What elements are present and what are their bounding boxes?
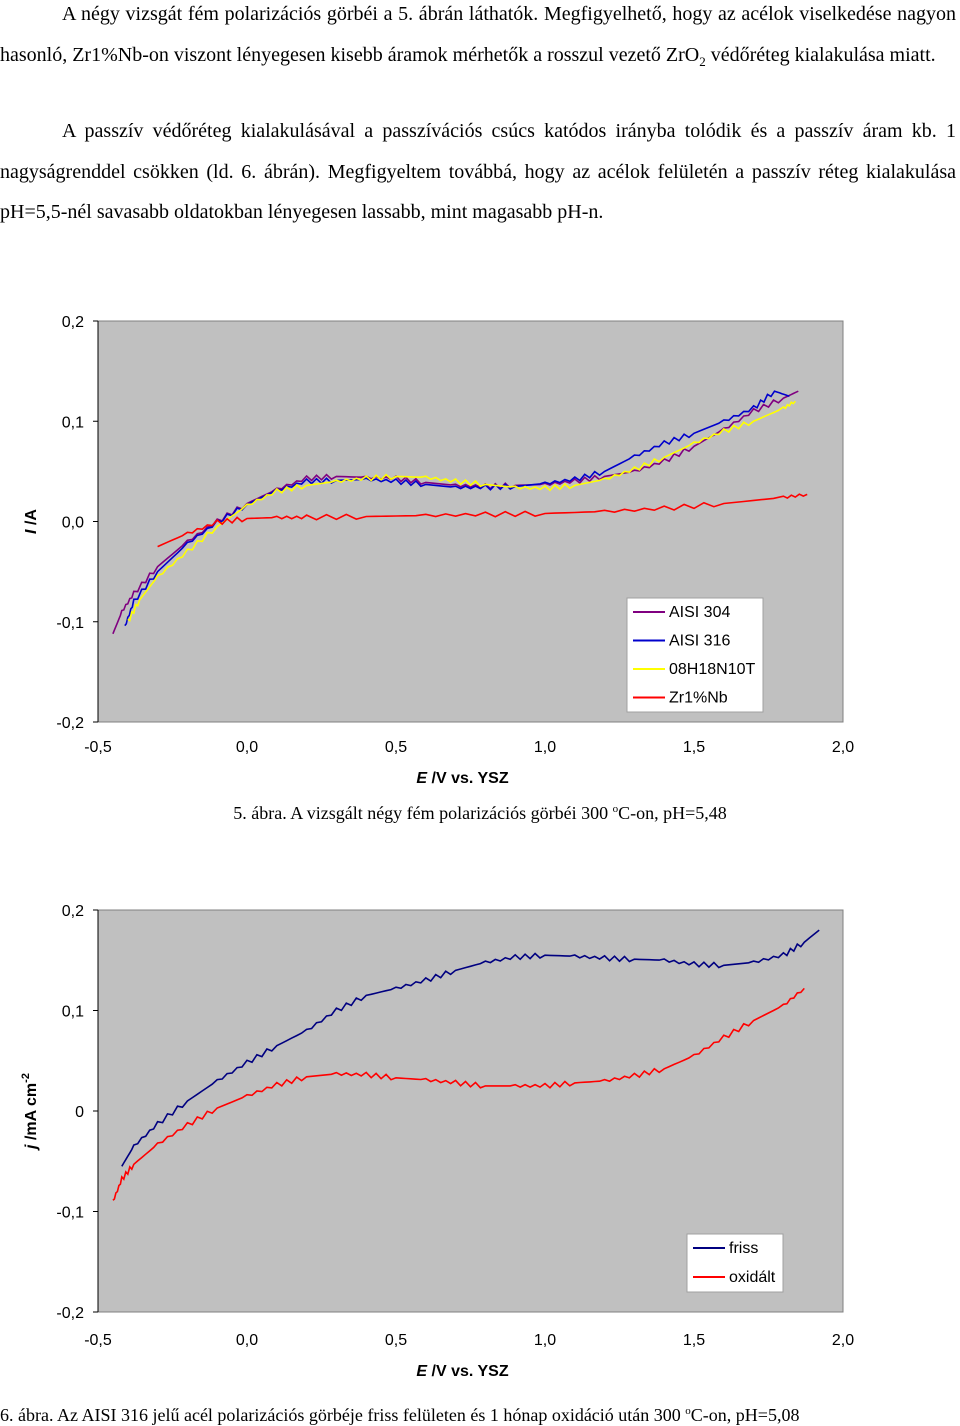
figure-6-caption: 6. ábra. Az AISI 316 jelű acél polarizác… [0,1405,960,1426]
x-tick-label: -0,5 [84,1332,112,1349]
x-tick-label: 1,0 [534,1332,556,1349]
series-line-0 [121,929,820,1167]
series-line-3 [157,493,808,548]
legend-entry: Zr1%Nb [669,690,728,707]
x-tick-label: 1,5 [683,1332,705,1349]
series-line-2 [127,400,796,622]
paragraph-1: A négy vizsgát fém polarizációs görbéi a… [0,0,956,82]
figure-5-chart: 0,2 0,1 0,0 -0,1 -0,2-0,5 0,0 0,5 1,0 1,5 2,0 E /V… [23,314,854,787]
x-tick-label: 0,5 [385,1332,407,1349]
y-tick-label: 0,1 [62,1004,84,1021]
series-line-0 [112,390,799,635]
legend-entry: AISI 304 [669,604,730,621]
y-tick-label: 0,1 [62,414,84,431]
figure-6-caption-text-b: C-on, pH=5,08 [690,1405,800,1425]
x-tick-label: -0,5 [84,739,112,756]
figure-6-caption-degree: o [685,1405,691,1417]
x-tick-label: 1,0 [534,739,556,756]
legend-entry: 08H18N10T [669,661,756,678]
y-tick-label: 0,2 [62,903,84,920]
figure-5-caption-text-a: 5. ábra. A vizsgált négy fém polarizáció… [233,803,613,823]
figure-5-caption-text-b: C-on, pH=5,48 [618,803,727,823]
legend-box [686,1233,784,1293]
series-line-1 [112,987,805,1201]
legend-box [626,597,764,713]
y-tick-label: 0 [75,1104,84,1121]
x-axis-label: E /V vs. YSZ [416,1363,508,1380]
legend-entry: oxidált [729,1269,776,1286]
y-tick-label: -0,1 [56,1205,84,1222]
x-tick-label: 0,0 [236,739,258,756]
x-tick-label: 2,0 [832,739,854,756]
y-tick-label: 0,0 [62,515,84,532]
x-tick-label: 0,5 [385,739,407,756]
paragraph-2: A passzív védőréteg kialakulásával a pas… [0,120,956,223]
y-tick-label: -0,1 [56,615,84,632]
y-tick-label: -0,2 [56,1305,84,1322]
y-tick-label: 0,2 [62,314,84,331]
paragraph-1-subscript: 2 [699,53,706,69]
figure-5-caption: 5. ábra. A vizsgált négy fém polarizáció… [0,803,960,824]
paragraph-1-text-a: A négy vizsgát fém polarizációs görbéi a… [0,3,956,66]
x-tick-label: 0,0 [236,1332,258,1349]
x-tick-label: 1,5 [683,739,705,756]
paragraph-1-text-b: védőréteg kialakulása miatt. [705,43,936,66]
y-axis-label: j /mA cm-2 [20,1073,40,1151]
figure-5-caption-degree: o [612,803,619,815]
y-tick-label: -0,2 [56,715,84,732]
figure-6-caption-text-a: 6. ábra. Az AISI 316 jelű acél polarizác… [0,1405,686,1425]
x-axis-label: E /V vs. YSZ [416,770,508,787]
y-axis-label: I /A [23,509,40,534]
legend-entry: AISI 316 [669,633,730,650]
legend-entry: friss [729,1240,758,1257]
x-tick-label: 2,0 [832,1332,854,1349]
